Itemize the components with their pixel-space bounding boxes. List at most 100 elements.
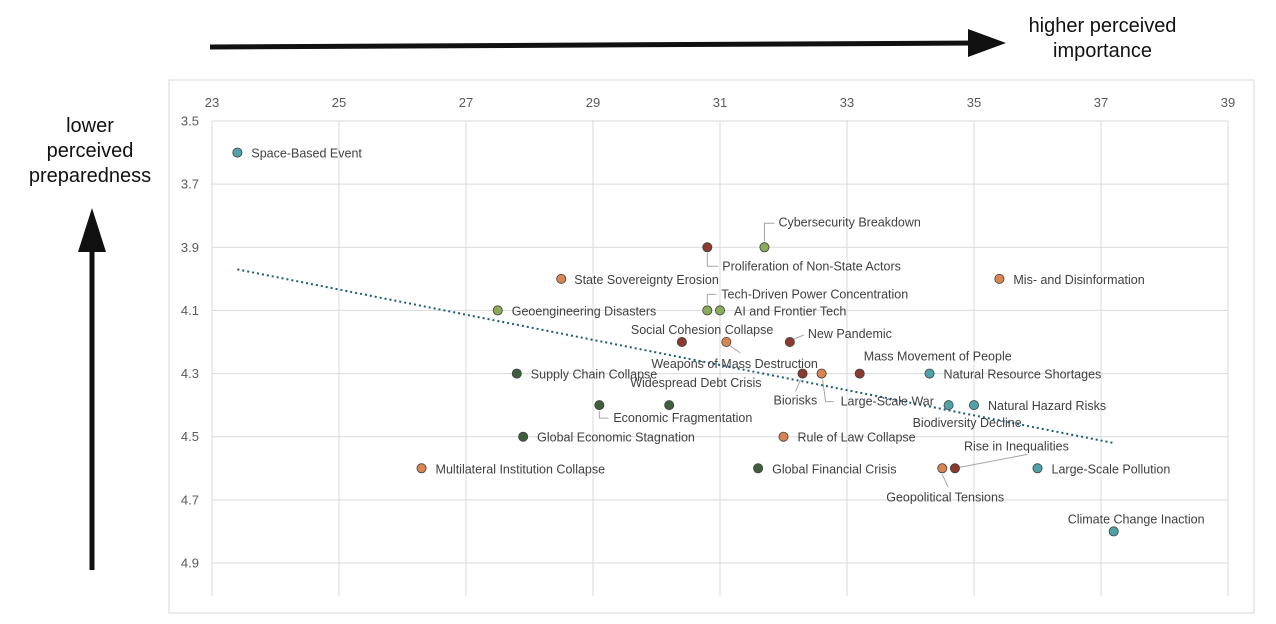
point-biorisks — [797, 368, 808, 379]
leader-line-large-scale-war — [822, 379, 834, 403]
point-state-sovereignty-erosion — [556, 273, 567, 284]
label-mass-movement-of-people: Mass Movement of People — [864, 350, 1012, 364]
label-climate-change-inaction: Climate Change Inaction — [1068, 512, 1205, 526]
chart-area — [168, 79, 1255, 614]
label-widespread-debt-crisis: Widespread Debt Crisis — [630, 376, 761, 390]
x-tick-label: 27 — [459, 95, 473, 110]
point-mass-movement-of-people — [854, 368, 865, 379]
x-axis-ticks: 23 25 27 29 31 33 35 37 39 — [205, 95, 1235, 110]
label-ai-and-frontier-tech: AI and Frontier Tech — [734, 304, 846, 318]
label-multilateral-institution-collapse: Multilateral Institution Collapse — [436, 462, 606, 476]
label-large-scale-pollution: Large-Scale Pollution — [1052, 462, 1171, 476]
data-labels: Space-Based Event Cybersecurity Breakdown… — [251, 147, 1204, 527]
top-annotation-line2: importance — [1053, 40, 1152, 62]
label-global-economic-stagnation: Global Economic Stagnation — [537, 431, 695, 445]
point-supply-chain-collapse — [511, 368, 522, 379]
leader-line-tech-driven-power-concentration — [706, 293, 717, 305]
trendline — [237, 268, 1114, 445]
point-rise-in-inequalities — [949, 463, 960, 474]
point-geopolitical-tensions — [937, 463, 948, 474]
x-tick-label: 37 — [1094, 95, 1108, 110]
leader-line-weapons-of-mass-destruction — [730, 345, 741, 354]
label-geoengineering-disasters: Geoengineering Disasters — [512, 304, 657, 318]
point-multilateral-institution-collapse — [416, 463, 427, 474]
label-economic-fragmentation: Economic Fragmentation — [613, 411, 752, 425]
y-axis-ticks: 3.5 3.7 3.9 4.1 4.3 4.5 4.7 4.9 — [181, 114, 199, 571]
left-annotation: lower perceived preparedness — [10, 114, 170, 189]
point-mis-and-disinformation — [994, 273, 1005, 284]
label-large-scale-war: Large-Scale War — [841, 395, 934, 409]
point-space-based-event — [232, 147, 243, 158]
leader-lines — [598, 222, 1029, 488]
leader-line-proliferation-of-non-state-actors — [706, 253, 719, 267]
label-weapons-of-mass-destruction: Weapons of Mass Destruction — [651, 357, 818, 371]
label-tech-driven-power-concentration: Tech-Driven Power Concentration — [721, 287, 908, 301]
label-global-financial-crisis: Global Financial Crisis — [772, 462, 896, 476]
y-tick-label: 4.5 — [181, 429, 199, 444]
trendline-group — [237, 268, 1114, 445]
vertical-arrow — [78, 208, 106, 570]
label-cybersecurity-breakdown: Cybersecurity Breakdown — [778, 215, 920, 229]
point-ai-and-frontier-tech — [715, 305, 726, 316]
point-tech-driven-power-concentration — [702, 305, 713, 316]
point-natural-resource-shortages — [924, 368, 935, 379]
label-natural-hazard-risks: Natural Hazard Risks — [988, 399, 1106, 413]
y-tick-label: 3.9 — [181, 240, 199, 255]
x-tick-label: 25 — [332, 95, 346, 110]
left-annotation-line2: perceived — [46, 140, 134, 162]
point-rule-of-law-collapse — [778, 431, 789, 442]
y-tick-label: 4.3 — [181, 366, 199, 381]
point-large-scale-war — [816, 368, 827, 379]
label-biodiversity-decline: Biodiversity Decline — [913, 416, 1022, 430]
label-rise-in-inequalities: Rise in Inequalities — [964, 439, 1069, 453]
point-geoengineering-disasters — [492, 305, 503, 316]
label-mis-and-disinformation: Mis- and Disinformation — [1013, 273, 1144, 287]
left-annotation-line3: preparedness — [28, 165, 152, 187]
horizontal-arrow — [209, 29, 1006, 57]
label-natural-resource-shortages: Natural Resource Shortages — [944, 368, 1102, 382]
label-state-sovereignty-erosion: State Sovereignty Erosion — [574, 273, 719, 287]
x-tick-label: 29 — [586, 95, 600, 110]
point-large-scale-pollution — [1032, 463, 1043, 474]
label-proliferation-of-non-state-actors: Proliferation of Non-State Actors — [722, 259, 901, 273]
x-tick-label: 31 — [713, 95, 727, 110]
leader-line-geopolitical-tensions — [941, 474, 949, 488]
x-tick-label: 35 — [967, 95, 981, 110]
label-geopolitical-tensions: Geopolitical Tensions — [886, 490, 1004, 504]
label-space-based-event: Space-Based Event — [251, 147, 362, 161]
point-climate-change-inaction — [1108, 526, 1119, 537]
y-tick-label: 4.7 — [181, 492, 199, 507]
leader-line-cybersecurity-breakdown — [763, 222, 775, 242]
leader-line-rise-in-inequalities — [959, 453, 1029, 468]
x-tick-label: 39 — [1221, 95, 1235, 110]
leader-line-new-pandemic — [793, 334, 805, 340]
point-economic-fragmentation — [594, 400, 605, 411]
top-annotation: higher perceived importance — [1010, 14, 1195, 64]
leader-line-biorisks — [795, 379, 802, 392]
y-tick-label: 4.1 — [181, 303, 199, 318]
x-tick-label: 23 — [205, 95, 219, 110]
point-weapons-of-mass-destruction — [721, 336, 732, 347]
y-tick-label: 3.7 — [181, 177, 199, 192]
point-natural-hazard-risks — [969, 400, 980, 411]
label-new-pandemic: New Pandemic — [808, 327, 892, 341]
y-tick-label: 4.9 — [181, 556, 199, 571]
label-rule-of-law-collapse: Rule of Law Collapse — [798, 431, 916, 445]
point-global-financial-crisis — [753, 463, 764, 474]
point-social-cohesion-collapse — [676, 336, 687, 347]
leader-line-economic-fragmentation — [598, 411, 609, 419]
label-supply-chain-collapse: Supply Chain Collapse — [531, 368, 658, 382]
point-new-pandemic — [784, 336, 795, 347]
point-proliferation-of-non-state-actors — [702, 242, 713, 253]
x-tick-label: 33 — [840, 95, 854, 110]
point-widespread-debt-crisis — [664, 400, 675, 411]
label-biorisks: Biorisks — [774, 394, 818, 408]
data-points — [232, 147, 1119, 537]
point-global-economic-stagnation — [518, 431, 529, 442]
point-cybersecurity-breakdown — [759, 242, 770, 253]
label-social-cohesion-collapse: Social Cohesion Collapse — [631, 323, 773, 337]
left-annotation-line1: lower — [66, 115, 114, 137]
